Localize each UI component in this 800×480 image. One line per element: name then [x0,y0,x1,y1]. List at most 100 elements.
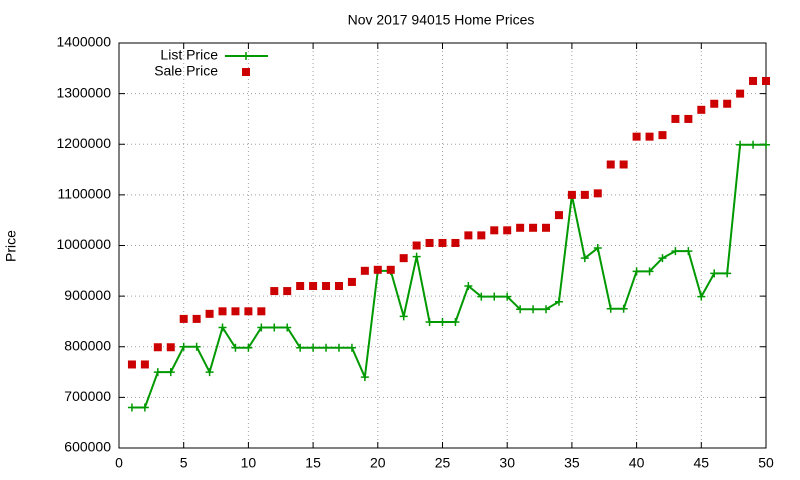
y-tick-label: 1300000 [56,84,111,100]
point [477,231,486,240]
point [192,314,201,323]
point [283,287,292,296]
legend-label: Sale Price [154,63,218,79]
x-tick-label: 30 [499,455,515,471]
point [516,305,525,314]
point [257,323,266,332]
point [593,244,602,253]
point [399,254,408,263]
y-tick-label: 1200000 [56,135,111,151]
point [671,114,680,123]
point [554,297,563,306]
point [127,403,136,412]
point [503,292,512,301]
point [762,140,770,149]
y-tick-label: 700000 [64,388,111,404]
point [153,343,162,352]
point [244,343,253,352]
point [244,307,253,316]
point [438,317,447,326]
point [192,342,201,351]
point [645,132,654,141]
point [438,238,447,247]
y-axis-label: Price [3,230,19,262]
point [360,373,369,382]
point [697,105,706,114]
point [270,287,279,296]
point [723,269,732,278]
point [296,282,305,290]
point [619,160,628,169]
x-tick-label: 50 [758,455,774,471]
point [296,343,305,352]
point [179,342,188,351]
point [762,76,770,85]
point [322,343,331,352]
point [322,282,331,290]
point [736,140,745,149]
point [451,238,460,247]
point [140,403,149,412]
point [334,282,343,290]
point [658,131,667,140]
point [749,140,758,149]
point [347,343,356,352]
point [412,241,421,250]
point [309,343,318,352]
point [425,238,434,247]
point [205,309,214,318]
y-tick-label: 1000000 [56,236,111,252]
point [580,190,589,199]
point [529,223,538,232]
chart-title: Nov 2017 94015 Home Prices [348,12,535,28]
point [658,254,667,263]
point [257,307,266,316]
point [309,282,318,290]
point [606,160,615,169]
y-tick-label: 900000 [64,287,111,303]
x-tick-label: 5 [180,455,188,471]
point [283,323,292,332]
point [723,99,732,108]
point [697,292,706,301]
point [710,269,719,278]
point [632,267,641,276]
point [645,267,654,276]
legend-marker [242,68,250,76]
point [516,223,525,232]
x-tick-label: 35 [564,455,580,471]
legend-marker [242,52,250,60]
point [632,132,641,141]
x-tick-label: 40 [629,455,645,471]
x-tick-label: 20 [370,455,386,471]
point [542,305,551,314]
plot-border [118,42,767,449]
point [270,323,279,332]
point [127,360,136,369]
series-line [131,143,766,409]
point [412,252,421,261]
x-tick-label: 45 [694,455,710,471]
point [619,304,628,313]
point [464,282,473,290]
point [490,292,499,301]
y-tick-label: 800000 [64,337,111,353]
point [451,317,460,326]
point [503,226,512,235]
point [360,266,369,275]
point [425,317,434,326]
point [399,312,408,321]
point [218,323,227,332]
point [606,304,615,313]
point [567,190,576,199]
point [529,305,538,314]
y-tick-label: 600000 [64,439,111,455]
x-tick-label: 15 [305,455,321,471]
point [749,76,758,85]
point [373,265,382,274]
point [334,343,343,352]
point [490,226,499,235]
point [179,314,188,323]
point [205,368,214,377]
